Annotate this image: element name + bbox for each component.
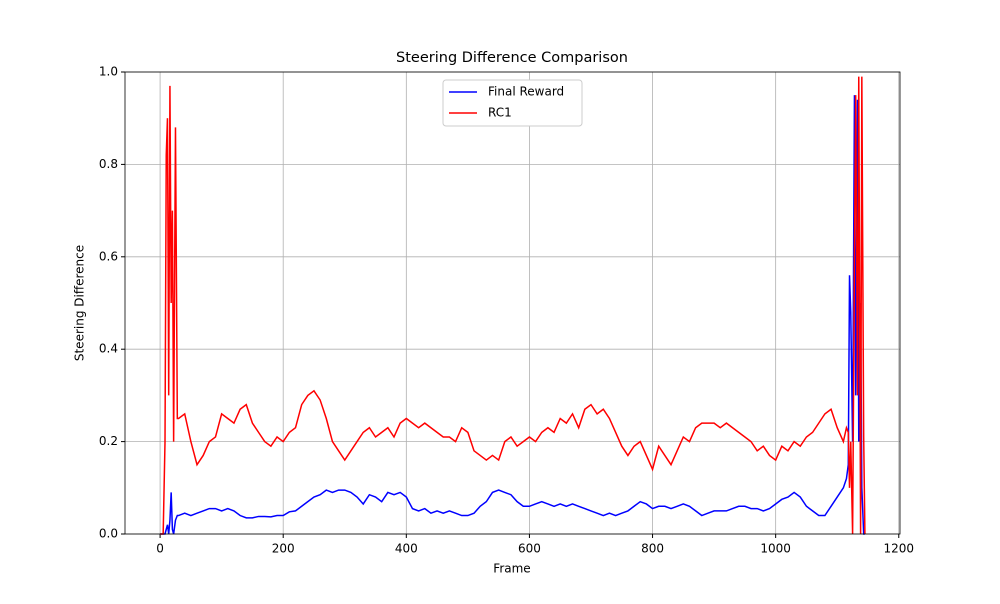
x-tick-label: 200 xyxy=(272,542,295,556)
legend-box xyxy=(442,79,583,127)
x-tick-label: 600 xyxy=(518,542,541,556)
x-tick-label: 800 xyxy=(641,542,664,556)
series-line xyxy=(160,76,866,535)
chart-title: Steering Difference Comparison xyxy=(396,50,628,66)
x-tick-label: 400 xyxy=(395,542,418,556)
x-tick-label: 1000 xyxy=(760,542,791,556)
y-tick-label: 0.8 xyxy=(99,157,118,171)
y-axis-label: Steering Difference xyxy=(73,245,87,361)
x-tick-label: 0 xyxy=(156,542,164,556)
y-tick-label: 0.2 xyxy=(99,434,118,448)
y-tick-label: 0.0 xyxy=(99,527,118,541)
y-tick-label: 0.4 xyxy=(99,342,118,356)
legend-label: Final Reward xyxy=(488,85,564,99)
plot-frame xyxy=(124,71,901,535)
legend-label: RC1 xyxy=(488,106,512,120)
y-tick-label: 1.0 xyxy=(99,65,118,79)
series-line xyxy=(160,95,865,535)
x-axis-label: Frame xyxy=(493,562,530,576)
x-tick-label: 1200 xyxy=(883,542,914,556)
y-tick-label: 0.6 xyxy=(99,249,118,263)
